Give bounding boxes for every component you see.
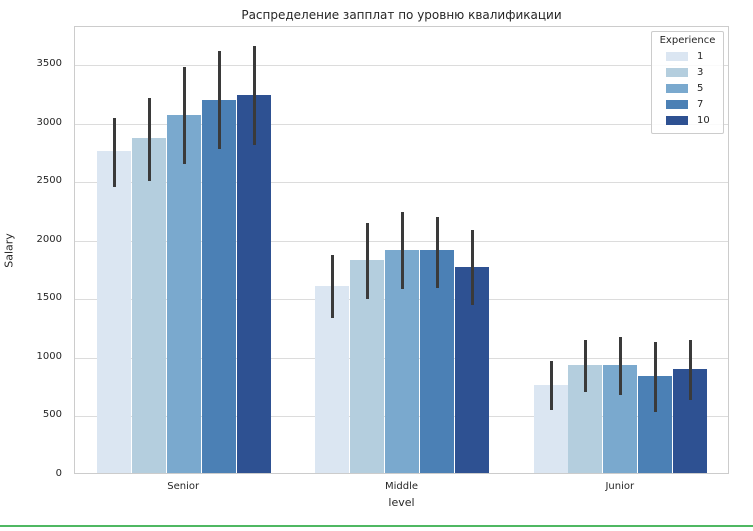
errorbar-junior-exp10 [689,340,693,400]
bar-senior-exp10 [236,94,271,473]
chart-title: Распределение запплат по уровню квалифик… [241,8,562,22]
x-tick-senior: Senior [167,481,200,492]
legend-swatch-exp10 [666,115,688,125]
legend-row-exp10: 10 [658,112,717,128]
legend-row-exp5: 5 [658,80,717,96]
errorbar-middle-exp3 [366,223,370,300]
errorbar-junior-exp7 [654,342,658,412]
gridline-2500 [75,182,728,184]
errorbar-junior-exp5 [619,336,623,395]
legend-swatch-exp7 [666,99,688,109]
legend-label-exp10: 10 [697,114,710,126]
legend-label-exp5: 5 [697,82,704,94]
legend-title: Experience [659,35,716,46]
legend: Experience 1 3 5 7 10 [651,31,724,134]
errorbar-senior-exp3 [147,97,151,181]
legend-swatch-exp1 [666,51,688,61]
bar-senior-exp7 [201,99,236,473]
gridline-3000 [75,123,728,125]
y-axis-label: Salary [2,233,16,268]
errorbar-senior-exp5 [182,67,186,165]
y-tick-500: 500 [42,409,62,421]
plot-area [74,26,729,474]
y-tick-0: 0 [55,468,62,479]
errorbar-senior-exp1 [112,117,116,187]
x-tick-junior: Junior [605,481,635,492]
bar-senior-exp5 [166,115,201,473]
errorbar-middle-exp10 [470,230,474,306]
legend-row-exp3: 3 [658,64,717,80]
errorbar-junior-exp3 [584,340,588,392]
legend-swatch-exp5 [666,83,688,93]
legend-row-exp7: 7 [658,96,717,112]
legend-swatch-exp3 [666,67,688,77]
y-tick-2000: 2000 [36,233,62,245]
y-tick-2500: 2500 [36,175,62,187]
bar-senior-exp1 [96,151,131,473]
x-tick-middle: Middle [384,481,419,492]
legend-rows: 1 3 5 7 10 [658,48,717,128]
bottom-divider-line [0,525,753,527]
y-tick-1000: 1000 [36,350,62,362]
errorbar-middle-exp1 [331,254,335,319]
errorbar-senior-exp10 [252,46,256,146]
y-tick-1500: 1500 [36,292,62,304]
errorbar-middle-exp7 [435,216,439,288]
legend-label-exp7: 7 [697,98,704,110]
errorbar-senior-exp7 [217,50,221,150]
y-tick-3000: 3000 [36,116,62,128]
errorbar-junior-exp1 [549,360,553,410]
x-axis-label: level [388,496,415,509]
bar-senior-exp3 [131,138,166,473]
gridline-3500 [75,65,728,66]
legend-row-exp1: 1 [658,48,717,64]
errorbar-middle-exp5 [401,212,404,289]
y-tick-3500: 3500 [36,58,62,69]
legend-label-exp1: 1 [697,50,704,62]
legend-label-exp3: 3 [697,66,704,78]
